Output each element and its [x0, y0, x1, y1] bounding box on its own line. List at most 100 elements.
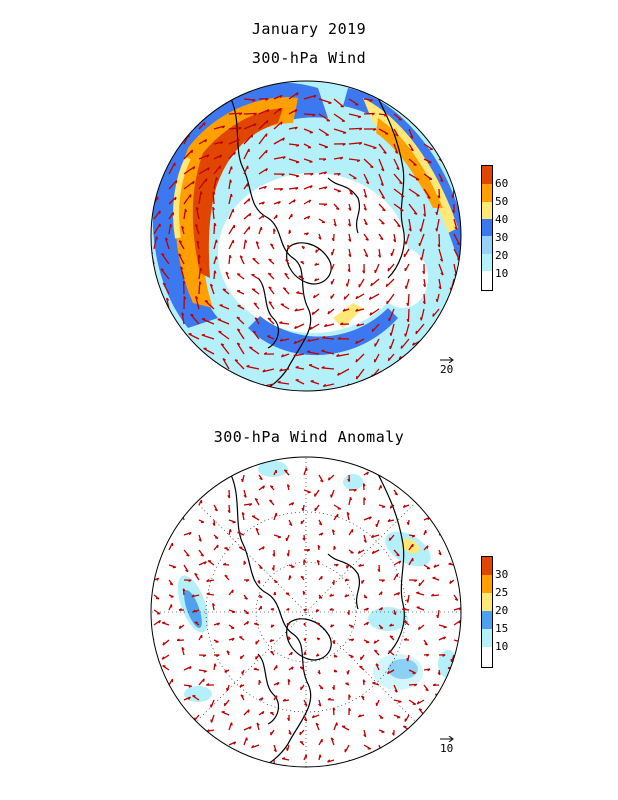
- wind-vector-head: [416, 606, 420, 609]
- wind-vector-head: [293, 199, 296, 203]
- wind-vector-head: [301, 507, 304, 511]
- wind-vector: [183, 666, 192, 671]
- wind-vector-head: [155, 236, 159, 240]
- wind-vector-head: [181, 225, 185, 229]
- wind-vector-head: [378, 748, 382, 752]
- wind-vector: [369, 308, 380, 316]
- wind-vector-head: [375, 663, 379, 667]
- wind-vector: [251, 288, 260, 295]
- wind-vector-head: [432, 683, 436, 686]
- wind-vector: [160, 268, 170, 280]
- wind-vector-head: [329, 607, 333, 611]
- wind-vector-head: [351, 638, 355, 642]
- wind-vector: [196, 240, 200, 250]
- wind-vector-head: [449, 580, 452, 584]
- wind-vector-head: [241, 511, 245, 516]
- wind-vector: [228, 722, 233, 731]
- wind-vector-head: [373, 640, 376, 644]
- wind-vector-head: [263, 185, 267, 190]
- wind-vector-head: [155, 597, 160, 600]
- wind-vector-head: [404, 285, 407, 289]
- wind-vector-head: [335, 563, 339, 567]
- wind-vector-head: [273, 749, 277, 753]
- wind-vector-head: [343, 132, 347, 135]
- wind-vector: [168, 196, 177, 205]
- wind-vector: [178, 240, 185, 250]
- wind-vector: [337, 368, 350, 376]
- wind-vector-head: [437, 672, 441, 676]
- wind-vector-head: [380, 591, 383, 595]
- wind-vector: [228, 255, 231, 265]
- wind-vector: [348, 113, 362, 118]
- map-title-date: January 2019: [251, 20, 367, 38]
- wind-vector-head: [304, 608, 308, 612]
- wind-vector-head: [432, 576, 436, 579]
- wind-vector-head: [195, 295, 199, 300]
- wind-vector-head: [385, 370, 389, 374]
- wind-vector: [194, 224, 200, 235]
- wind-vector-head: [239, 255, 243, 259]
- wind-vector-head: [273, 228, 276, 232]
- wind-vector: [198, 154, 210, 160]
- wind-vector: [436, 203, 440, 215]
- wind-vector-head: [318, 236, 322, 240]
- wind-vector: [236, 328, 245, 340]
- wind-vector: [153, 236, 158, 250]
- wind-vector-head: [444, 164, 448, 167]
- wind-vector-head: [198, 538, 202, 542]
- wind-vector-head: [382, 506, 386, 509]
- wind-vector-head: [377, 568, 381, 573]
- wind-vector: [190, 313, 200, 325]
- wind-vector-head: [343, 296, 346, 300]
- wind-vector-head: [424, 643, 428, 646]
- wind-vector: [348, 127, 362, 130]
- wind-vector: [393, 173, 403, 185]
- wind-vector-head: [247, 709, 250, 713]
- wind-vector-head: [249, 503, 253, 507]
- wind-vector: [407, 308, 410, 322]
- wind-vector: [318, 128, 329, 136]
- wind-vector-head: [246, 364, 250, 368]
- wind-vector-head: [182, 588, 186, 592]
- wind-vector-head: [393, 612, 397, 616]
- wind-vector: [251, 274, 260, 280]
- wind-vector-head: [233, 151, 236, 155]
- wind-vector-head: [337, 336, 341, 340]
- wind-vector: [420, 248, 425, 261]
- wind-vector-head: [305, 467, 308, 471]
- wind-vector-head: [239, 655, 242, 660]
- wind-vector-head: [204, 299, 209, 303]
- wind-vector: [273, 156, 286, 160]
- wind-vector-head: [148, 656, 149, 659]
- wind-vector-head: [283, 287, 287, 290]
- wind-vector-head: [356, 159, 361, 163]
- wind-vector-head: [450, 658, 453, 663]
- wind-vector-head: [321, 349, 325, 352]
- wind-vector: [228, 208, 234, 220]
- wind-vector: [198, 267, 202, 280]
- wind-vector-head: [317, 671, 321, 675]
- wind-vector-head: [304, 637, 307, 642]
- wind-vector: [243, 165, 249, 175]
- wind-vector-head: [332, 686, 335, 691]
- wind-vector: [438, 173, 444, 182]
- wind-vector-head: [369, 99, 373, 102]
- wind-vector: [378, 188, 386, 199]
- wind-vector-head: [265, 150, 268, 154]
- wind-vector-head: [406, 599, 409, 603]
- wind-vector-head: [404, 620, 408, 623]
- wind-vector-head: [387, 518, 391, 522]
- wind-vector-head: [330, 737, 335, 741]
- wind-vector-head: [440, 179, 444, 183]
- wind-vector-head: [395, 133, 399, 137]
- wind-vector-head: [262, 711, 265, 715]
- wind-vector: [367, 383, 380, 391]
- wind-vector: [333, 98, 345, 108]
- wind-vector-head: [318, 522, 323, 526]
- wind-vector-head: [245, 383, 249, 387]
- wind-vector-head: [215, 256, 218, 260]
- wind-vector: [378, 173, 384, 186]
- wind-vector-head: [167, 314, 171, 318]
- wind-vector-head: [322, 335, 326, 339]
- wind-vector-head: [260, 226, 263, 231]
